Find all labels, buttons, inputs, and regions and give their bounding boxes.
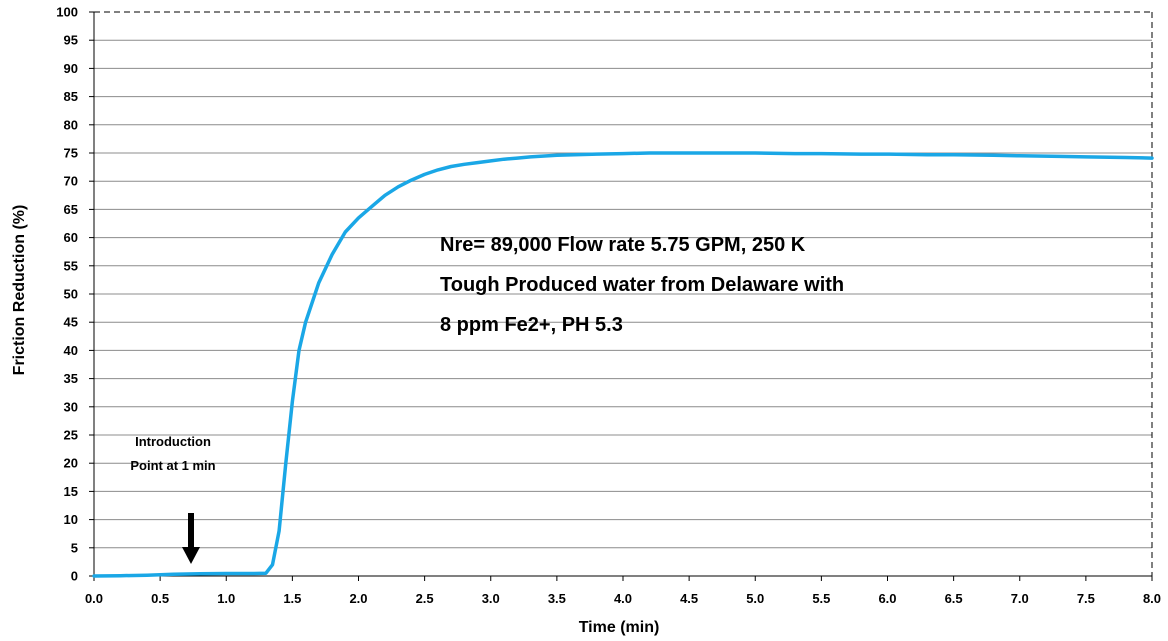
y-tick-label: 0 bbox=[71, 569, 78, 584]
y-tick-label: 30 bbox=[64, 399, 78, 414]
x-tick-label: 3.0 bbox=[482, 591, 500, 606]
x-tick-label: 5.0 bbox=[746, 591, 764, 606]
y-tick-label: 60 bbox=[64, 230, 78, 245]
y-tick-label: 50 bbox=[64, 287, 78, 302]
y-tick-label: 80 bbox=[64, 117, 78, 132]
x-axis-label: Time (min) bbox=[579, 619, 660, 636]
y-tick-label: 10 bbox=[64, 512, 78, 527]
x-tick-label: 6.0 bbox=[878, 591, 896, 606]
y-tick-label: 70 bbox=[64, 174, 78, 189]
x-tick-label: 2.5 bbox=[416, 591, 434, 606]
x-tick-label: 6.5 bbox=[945, 591, 963, 606]
y-axis-label: Friction Reduction (%) bbox=[11, 205, 28, 376]
y-tick-label: 40 bbox=[64, 343, 78, 358]
x-tick-label: 5.5 bbox=[812, 591, 830, 606]
x-tick-label: 4.5 bbox=[680, 591, 698, 606]
y-tick-label: 20 bbox=[64, 456, 78, 471]
y-tick-label: 75 bbox=[64, 146, 78, 161]
y-tick-label: 15 bbox=[64, 484, 78, 499]
x-tick-label: 1.0 bbox=[217, 591, 235, 606]
annotation-line-3: 8 ppm Fe2+, PH 5.3 bbox=[440, 314, 623, 336]
series-group bbox=[92, 151, 1154, 578]
x-tick-label: 0.0 bbox=[85, 591, 103, 606]
x-tick-label: 8.0 bbox=[1143, 591, 1161, 606]
y-tick-label: 90 bbox=[64, 61, 78, 76]
y-tick-label: 35 bbox=[64, 371, 78, 386]
y-tick-label: 85 bbox=[64, 89, 78, 104]
x-tick-label: 1.5 bbox=[283, 591, 301, 606]
introduction-label-line-2: Point at 1 min bbox=[130, 458, 215, 473]
y-tick-label: 55 bbox=[64, 258, 78, 273]
y-tick-label: 100 bbox=[56, 5, 78, 20]
x-tick-label: 0.5 bbox=[151, 591, 169, 606]
x-tick-label: 7.0 bbox=[1011, 591, 1029, 606]
gridlines bbox=[94, 39, 1152, 549]
x-tick-label: 2.0 bbox=[349, 591, 367, 606]
y-tick-label: 5 bbox=[71, 540, 78, 555]
annotation-line-1: Nre= 89,000 Flow rate 5.75 GPM, 250 K bbox=[440, 234, 806, 256]
annotation-line-2: Tough Produced water from Delaware with bbox=[440, 274, 844, 296]
x-tick-label: 7.5 bbox=[1077, 591, 1095, 606]
y-tick-label: 25 bbox=[64, 428, 78, 443]
y-axis-ticks: 0 5 10 15 20 25 30 35 40 45 50 55 60 65 70 75 80 85 90 95 10… bbox=[56, 5, 94, 584]
x-tick-label: 4.0 bbox=[614, 591, 632, 606]
y-tick-label: 65 bbox=[64, 202, 78, 217]
x-axis-ticks: 0.0 0.5 1.0 1.5 2.0 2.5 3.0 3.5 4.0 4.5 5.0 5.5 6.0 6… bbox=[85, 576, 1161, 606]
x-tick-label: 3.5 bbox=[548, 591, 566, 606]
introduction-label-line-1: Introduction bbox=[135, 434, 211, 449]
y-tick-label: 95 bbox=[64, 33, 78, 48]
introduction-arrow-icon bbox=[182, 513, 200, 564]
series-line bbox=[92, 151, 1154, 578]
y-tick-label: 45 bbox=[64, 315, 78, 330]
